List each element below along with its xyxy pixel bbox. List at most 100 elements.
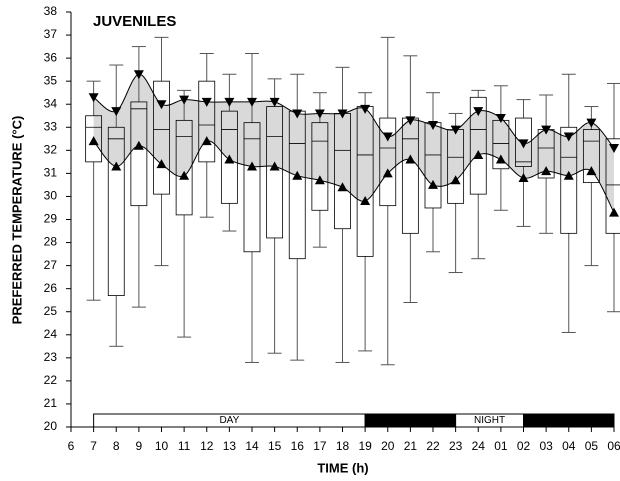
lower-limit-marker — [609, 207, 619, 217]
x-tick-label: 9 — [136, 439, 143, 453]
chart-title: JUVENILES — [93, 13, 176, 30]
x-tick-label: 17 — [313, 439, 327, 453]
upper-limit-marker — [473, 107, 484, 117]
upper-limit-marker — [586, 118, 597, 128]
light-bar-label: NIGHT — [474, 415, 505, 426]
y-tick-label: 21 — [44, 396, 58, 410]
y-tick-label: 25 — [44, 304, 58, 318]
y-tick-label: 20 — [44, 419, 58, 433]
x-tick-label: 22 — [426, 439, 440, 453]
upper-limit-marker — [382, 132, 393, 142]
x-tick-label: 15 — [268, 439, 282, 453]
y-tick-label: 26 — [44, 281, 58, 295]
x-tick-label: 04 — [562, 439, 576, 453]
box — [582, 129, 600, 184]
x-tick-label: 03 — [539, 439, 553, 453]
y-tick-label: 33 — [44, 119, 58, 133]
band — [93, 74, 614, 213]
x-tick-label: 02 — [517, 439, 531, 453]
y-tick-label: 23 — [44, 350, 58, 364]
x-tick-label: 13 — [223, 439, 237, 453]
x-tick-label: 10 — [155, 439, 169, 453]
upper-limit-marker — [518, 139, 529, 149]
box — [311, 122, 329, 211]
x-tick-label: 12 — [200, 439, 214, 453]
y-tick-label: 37 — [44, 27, 58, 41]
upper-limit-marker — [314, 109, 325, 119]
y-tick-label: 30 — [44, 189, 58, 203]
y-tick-label: 38 — [44, 4, 58, 18]
x-tick-label: 8 — [113, 439, 120, 453]
lower-limit-marker — [247, 161, 257, 171]
upper-limit-marker — [133, 70, 144, 80]
lower-limit-marker — [179, 170, 190, 180]
upper-limit-marker — [292, 109, 303, 119]
lower-limit-marker — [563, 170, 574, 180]
light-bar-segment — [523, 413, 615, 428]
upper-limit-marker — [495, 114, 506, 124]
x-tick-label: 16 — [291, 439, 305, 453]
box — [515, 117, 532, 167]
lower-limit-marker — [337, 182, 348, 192]
light-bar-segment — [364, 413, 457, 428]
y-tick-label: 27 — [44, 258, 58, 272]
lower-limit-marker — [88, 136, 99, 146]
y-axis-label: PREFERRED TEMPERATURE (°C) — [9, 116, 24, 325]
x-tick-label: 18 — [336, 439, 350, 453]
box — [220, 110, 238, 204]
upper-limit-marker — [405, 116, 416, 126]
box — [85, 115, 103, 163]
light-bar-label: DAY — [219, 415, 239, 426]
x-tick-label: 24 — [472, 439, 486, 453]
y-tick-label: 35 — [44, 73, 58, 87]
y-tick-label: 22 — [44, 373, 58, 387]
upper-limit-marker — [337, 109, 348, 119]
x-tick-label: 06 — [607, 439, 620, 453]
box — [153, 80, 170, 195]
lower-limit-marker — [473, 149, 484, 159]
upper-limit-marker — [88, 93, 99, 103]
y-tick-label: 31 — [44, 166, 58, 180]
x-tick-label: 01 — [494, 439, 508, 453]
x-tick-label: 11 — [178, 439, 191, 453]
lower-limit-marker — [382, 168, 393, 178]
lower-limit-marker — [518, 173, 529, 182]
box — [560, 126, 578, 234]
box — [605, 138, 620, 234]
upper-limit-marker — [201, 97, 212, 107]
lower-limit-marker — [360, 196, 371, 206]
upper-limit-marker — [360, 104, 371, 114]
box — [175, 119, 193, 216]
lower-limit-marker — [111, 161, 122, 171]
lower-limit-marker — [133, 140, 144, 150]
upper-limit-marker — [541, 125, 552, 135]
x-tick-label: 7 — [90, 439, 97, 453]
y-tick-label: 28 — [44, 235, 58, 249]
upper-limit-marker — [428, 120, 438, 130]
lower-limit-marker — [314, 175, 325, 185]
upper-limit-marker — [224, 97, 235, 107]
y-tick-label: 24 — [44, 327, 58, 341]
box — [198, 80, 216, 163]
x-tick-label: 23 — [449, 439, 463, 453]
upper-limit-marker — [563, 132, 574, 142]
upper-limit-marker — [111, 107, 122, 117]
lower-limit-marker — [156, 159, 167, 169]
box — [243, 122, 261, 253]
lower-limit-marker — [495, 154, 506, 164]
x-tick-label: 20 — [381, 439, 395, 453]
lower-limit-marker — [586, 166, 597, 176]
upper-limit-marker — [450, 125, 461, 135]
box — [130, 101, 148, 207]
lower-limit-marker — [292, 170, 303, 180]
upper-limit-marker — [179, 95, 190, 105]
lower-limit-marker — [541, 166, 552, 176]
y-tick-label: 36 — [44, 50, 58, 64]
lower-limit-marker — [428, 179, 438, 189]
x-tick-label: 05 — [585, 439, 599, 453]
box — [107, 126, 125, 296]
lower-limit-marker — [201, 136, 212, 146]
x-tick-label: 6 — [68, 439, 75, 453]
y-tick-label: 29 — [44, 212, 58, 226]
